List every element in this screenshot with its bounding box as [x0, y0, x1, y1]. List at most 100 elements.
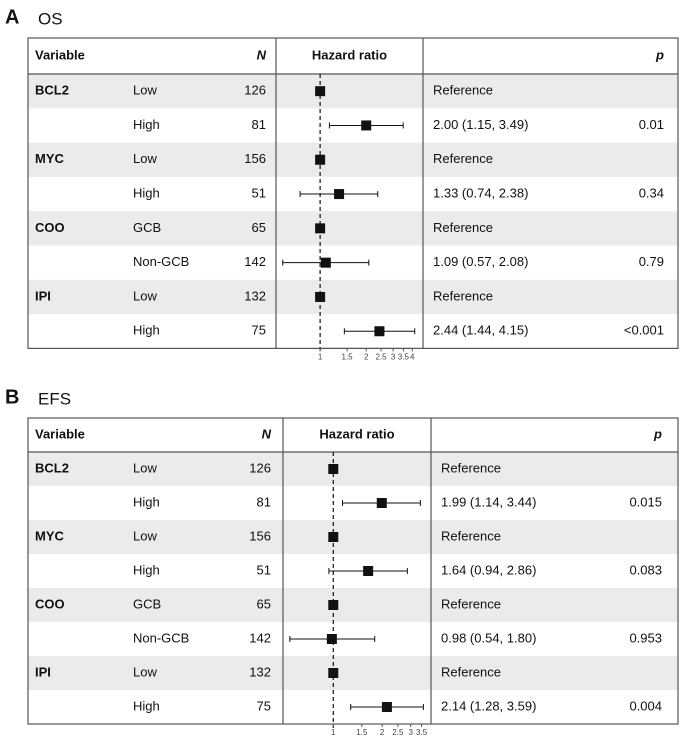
n-value: 132	[244, 288, 266, 303]
level: High	[133, 494, 160, 509]
level: Low	[133, 83, 157, 98]
x-tick-label: 3	[408, 728, 413, 735]
variable: COO	[35, 220, 65, 235]
estimate-label: Reference	[441, 528, 501, 543]
n-value: 142	[244, 254, 266, 269]
level: High	[133, 562, 160, 577]
n-value: 65	[257, 596, 271, 611]
n-value: 51	[257, 562, 271, 577]
header-n: N	[257, 47, 267, 62]
n-value: 156	[249, 528, 271, 543]
variable: MYC	[35, 528, 65, 543]
x-tick-label: 1	[331, 728, 336, 735]
variable: BCL2	[35, 83, 69, 98]
estimate-label: 0.98 (0.54, 1.80)	[441, 630, 536, 645]
level: GCB	[133, 220, 161, 235]
level: High	[133, 323, 160, 338]
estimate-square	[315, 223, 326, 234]
level: Non-GCB	[133, 630, 189, 645]
row-band	[28, 588, 678, 622]
n-value: 156	[244, 151, 266, 166]
estimate-square	[334, 189, 345, 200]
estimate-square	[315, 291, 326, 302]
estimate-square	[328, 464, 339, 474]
x-tick-label: 3.5	[416, 728, 428, 735]
p-value: 0.004	[629, 698, 662, 713]
p-value: 0.953	[629, 630, 662, 645]
x-tick-label: 2.5	[392, 728, 404, 735]
n-value: 75	[252, 323, 266, 338]
level: Low	[133, 151, 157, 166]
estimate-square	[315, 154, 326, 165]
p-value: 0.015	[629, 494, 662, 509]
estimate-label: Reference	[433, 83, 493, 98]
n-value: 81	[252, 117, 266, 132]
row-band	[28, 279, 678, 315]
n-value: 51	[252, 185, 266, 200]
row-band	[28, 656, 678, 690]
estimate-label: 1.33 (0.74, 2.38)	[433, 185, 528, 200]
variable: BCL2	[35, 460, 69, 475]
estimate-square	[315, 86, 326, 97]
header-hr: Hazard ratio	[319, 426, 394, 441]
level: Low	[133, 664, 157, 679]
header-p: p	[653, 426, 662, 441]
level: High	[133, 698, 160, 713]
n-value: 132	[249, 664, 271, 679]
estimate-label: Reference	[441, 664, 501, 679]
header-p: p	[655, 47, 664, 62]
x-tick-label: 3	[391, 353, 396, 362]
x-tick-label: 3.5	[398, 353, 410, 362]
estimate-square	[320, 257, 331, 268]
estimate-label: 2.44 (1.44, 4.15)	[433, 323, 528, 338]
estimate-label: Reference	[433, 288, 493, 303]
header-variable: Variable	[35, 47, 85, 62]
header-variable: Variable	[35, 426, 85, 441]
level: GCB	[133, 596, 161, 611]
estimate-square	[328, 532, 339, 542]
variable: IPI	[35, 288, 51, 303]
n-value: 75	[257, 698, 271, 713]
estimate-square	[326, 634, 337, 644]
x-tick-label: 2	[380, 728, 385, 735]
estimate-square	[374, 326, 385, 337]
x-tick-label: 2.5	[375, 353, 387, 362]
x-tick-label: 1.5	[342, 353, 354, 362]
level: High	[133, 185, 160, 200]
estimate-label: 1.99 (1.14, 3.44)	[441, 494, 536, 509]
x-tick-label: 2	[364, 353, 369, 362]
row-band	[28, 142, 678, 177]
level: High	[133, 117, 160, 132]
level: Low	[133, 528, 157, 543]
estimate-square	[361, 120, 372, 131]
p-value: 0.01	[639, 117, 664, 132]
row-band	[28, 452, 678, 486]
n-value: 126	[244, 83, 266, 98]
estimate-square	[376, 498, 387, 508]
p-value: 0.79	[639, 254, 664, 269]
p-value: <0.001	[624, 323, 664, 338]
panel-letter: B	[5, 386, 19, 408]
p-value: 0.34	[639, 185, 664, 200]
estimate-square	[328, 600, 339, 610]
estimate-label: Reference	[433, 151, 493, 166]
level: Low	[133, 460, 157, 475]
x-tick-label: 4	[410, 353, 415, 362]
level: Non-GCB	[133, 254, 189, 269]
variable: COO	[35, 596, 65, 611]
p-value: 0.083	[629, 562, 662, 577]
variable: IPI	[35, 664, 51, 679]
x-tick-label: 1.5	[356, 728, 368, 735]
n-value: 142	[249, 630, 271, 645]
estimate-label: Reference	[441, 460, 501, 475]
panel-title: OS	[38, 9, 63, 28]
n-value: 65	[252, 220, 266, 235]
n-value: 126	[249, 460, 271, 475]
estimate-label: 2.14 (1.28, 3.59)	[441, 698, 536, 713]
estimate-label: 1.09 (0.57, 2.08)	[433, 254, 528, 269]
estimate-label: 1.64 (0.94, 2.86)	[441, 562, 536, 577]
estimate-label: Reference	[433, 220, 493, 235]
panel-title: EFS	[38, 389, 71, 408]
estimate-square	[328, 668, 339, 678]
